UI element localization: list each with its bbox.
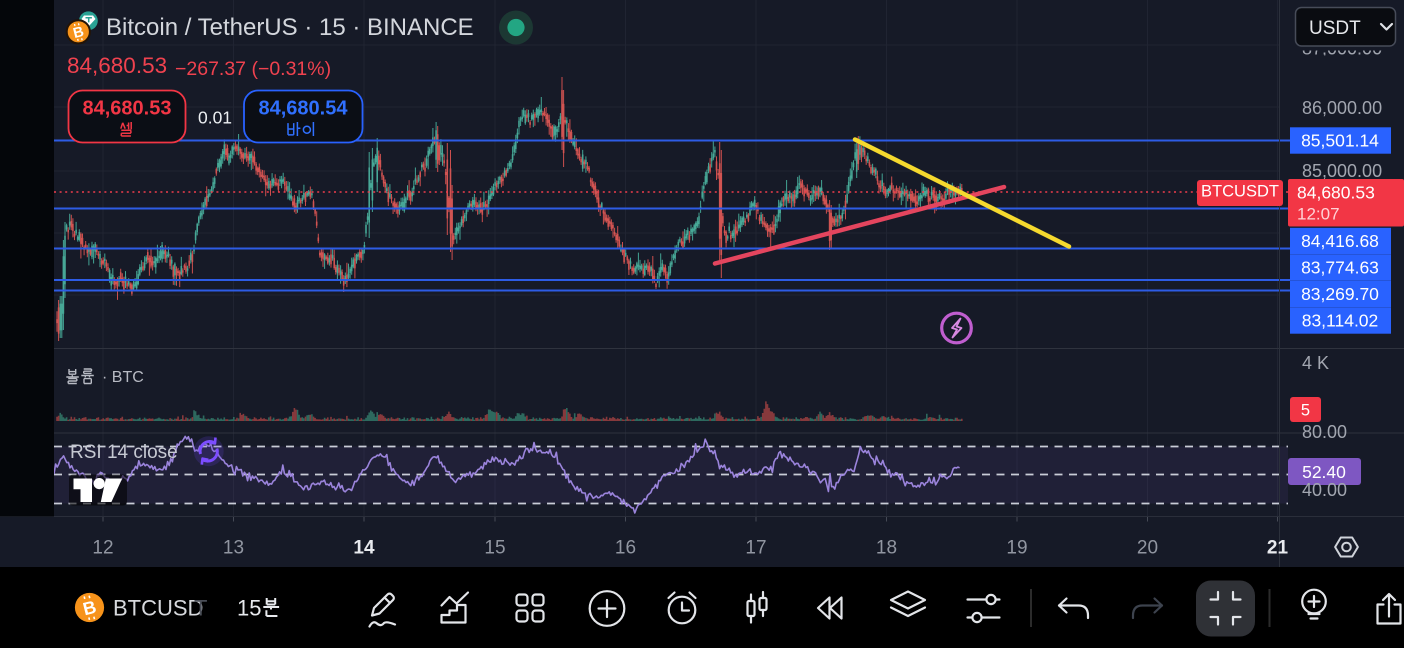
- svg-text:87,000.00: 87,000.00: [1302, 39, 1382, 59]
- svg-text:84,416.68: 84,416.68: [1301, 231, 1379, 251]
- svg-text:12: 12: [92, 538, 113, 559]
- svg-text:12:07: 12:07: [1297, 205, 1340, 224]
- svg-text:20: 20: [1137, 538, 1158, 559]
- svg-text:21: 21: [1267, 538, 1289, 559]
- svg-text:86,000.00: 86,000.00: [1302, 98, 1382, 118]
- svg-text:0.01: 0.01: [198, 108, 232, 128]
- svg-text:83,269.70: 83,269.70: [1301, 284, 1379, 304]
- svg-text:52.40: 52.40: [1302, 462, 1346, 482]
- svg-text:4 K: 4 K: [1302, 353, 1329, 373]
- svg-text:16: 16: [615, 538, 636, 559]
- svg-text:18: 18: [876, 538, 897, 559]
- svg-text:USDT: USDT: [1309, 18, 1361, 39]
- svg-text:85,501.14: 85,501.14: [1301, 131, 1379, 151]
- svg-text:Bitcoin / TetherUS · 15 · BINA: Bitcoin / TetherUS · 15 · BINANCE: [106, 14, 474, 41]
- svg-text:85,000.00: 85,000.00: [1302, 161, 1382, 181]
- svg-text:84,680.54: 84,680.54: [259, 98, 349, 120]
- svg-text:B: B: [72, 24, 86, 42]
- svg-text:84,680.53: 84,680.53: [83, 98, 172, 120]
- svg-text:84,680.53: 84,680.53: [1297, 183, 1375, 203]
- svg-text:−267.37 (−0.31%): −267.37 (−0.31%): [175, 58, 331, 80]
- svg-text:RSI 14 close: RSI 14 close: [70, 442, 178, 463]
- svg-text:83,114.02: 83,114.02: [1302, 311, 1379, 331]
- svg-text:B: B: [81, 597, 98, 620]
- svg-text:5: 5: [1301, 402, 1310, 420]
- svg-text:40.00: 40.00: [1302, 480, 1347, 500]
- svg-text:17: 17: [745, 538, 766, 559]
- svg-text:14: 14: [353, 538, 375, 559]
- svg-text:13: 13: [223, 538, 244, 559]
- svg-text:T: T: [194, 596, 207, 621]
- svg-text:15: 15: [237, 596, 261, 621]
- svg-text:· BTC: · BTC: [102, 369, 144, 386]
- svg-text:80.00: 80.00: [1302, 422, 1347, 442]
- svg-text:19: 19: [1006, 538, 1027, 559]
- svg-text:15: 15: [484, 538, 505, 559]
- svg-text:83,774.63: 83,774.63: [1301, 258, 1379, 278]
- svg-text:BTCUSDT: BTCUSDT: [1201, 183, 1279, 201]
- svg-text:BTCUSD: BTCUSD: [113, 596, 203, 621]
- svg-text:84,680.53: 84,680.53: [67, 53, 167, 78]
